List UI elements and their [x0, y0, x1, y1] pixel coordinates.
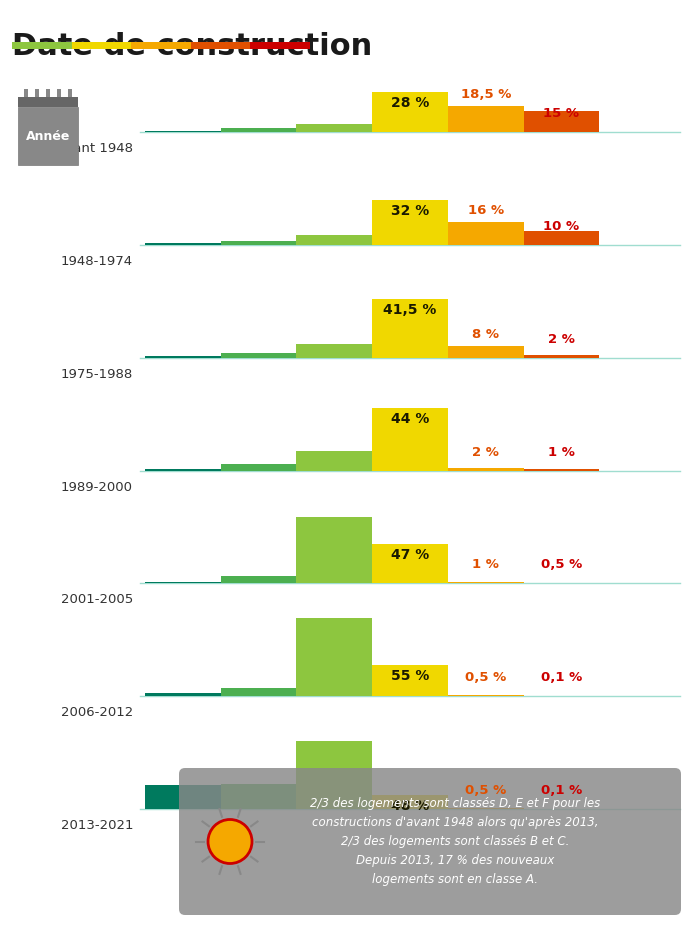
Bar [372, 543, 448, 583]
Text: 0,1 %: 0,1 % [541, 784, 582, 797]
Bar [297, 516, 372, 583]
Bar [18, 107, 78, 165]
Text: 2001-2005: 2001-2005 [61, 593, 133, 606]
Bar [448, 582, 524, 583]
Text: 28 %: 28 % [391, 96, 429, 110]
Text: 10 %: 10 % [543, 220, 579, 233]
Bar [145, 693, 220, 696]
Bar [297, 344, 372, 358]
Bar [18, 97, 78, 107]
Text: 0,5 %: 0,5 % [465, 784, 507, 797]
Bar [448, 222, 524, 245]
Text: 2013-2021: 2013-2021 [60, 819, 133, 832]
Bar [524, 469, 599, 471]
Bar [131, 42, 191, 49]
Text: 8 %: 8 % [472, 328, 499, 341]
Bar [68, 89, 72, 97]
Text: 1 %: 1 % [472, 558, 499, 571]
Bar [297, 741, 372, 809]
Bar [191, 42, 250, 49]
Bar [145, 131, 220, 132]
Bar [250, 42, 310, 49]
Text: 2/3 des logements sont classés D, E et F pour les
constructions d'avant 1948 alo: 2/3 des logements sont classés D, E et F… [310, 797, 600, 886]
Bar [372, 199, 448, 245]
Bar [35, 89, 39, 97]
FancyBboxPatch shape [179, 768, 681, 915]
Bar [448, 467, 524, 471]
Bar [448, 347, 524, 358]
Text: Date de construction: Date de construction [12, 32, 372, 61]
Bar [145, 785, 220, 809]
Text: 1975-1988: 1975-1988 [61, 368, 133, 381]
Text: 0,5 %: 0,5 % [465, 671, 507, 684]
Bar [12, 42, 71, 49]
Text: 44 %: 44 % [391, 413, 429, 426]
Circle shape [208, 819, 252, 863]
Bar [297, 451, 372, 471]
Bar [145, 469, 220, 471]
Bar [57, 89, 61, 97]
Bar [524, 231, 599, 245]
Text: 15 %: 15 % [543, 107, 579, 120]
Bar [448, 106, 524, 132]
Bar [372, 93, 448, 132]
Bar [297, 124, 372, 132]
Text: 47 %: 47 % [391, 548, 429, 562]
Bar [297, 618, 372, 696]
Bar [524, 355, 599, 358]
Text: 48 %: 48 % [391, 799, 429, 813]
Text: 2 %: 2 % [472, 446, 499, 459]
Bar [71, 42, 131, 49]
Bar [220, 783, 297, 809]
Bar [46, 89, 50, 97]
Text: 1 %: 1 % [548, 446, 575, 459]
Text: 1989-2000: 1989-2000 [61, 480, 133, 493]
Text: Année: Année [26, 130, 70, 143]
Text: 18,5 %: 18,5 % [461, 88, 511, 101]
Text: Avant 1948: Avant 1948 [57, 142, 133, 155]
Bar [372, 665, 448, 696]
Bar [145, 582, 220, 583]
Bar [372, 298, 448, 358]
Bar [220, 577, 297, 583]
Text: 32 %: 32 % [391, 204, 429, 218]
Bar [372, 408, 448, 471]
Text: 41,5 %: 41,5 % [383, 303, 437, 317]
Text: 1948-1974: 1948-1974 [61, 255, 133, 268]
Bar [145, 356, 220, 358]
Bar [297, 235, 372, 245]
Bar [220, 241, 297, 245]
Text: 0,5 %: 0,5 % [541, 558, 582, 571]
Bar [220, 464, 297, 471]
Text: 55 %: 55 % [391, 669, 429, 683]
Bar [220, 353, 297, 358]
Bar [372, 794, 448, 809]
Bar [220, 128, 297, 132]
Text: 16 %: 16 % [468, 204, 504, 217]
Text: 2006-2012: 2006-2012 [61, 706, 133, 719]
Bar [220, 688, 297, 696]
Text: 0,1 %: 0,1 % [541, 671, 582, 684]
Text: 2 %: 2 % [548, 333, 575, 346]
Bar [524, 110, 599, 132]
Bar [24, 89, 28, 97]
Bar [145, 244, 220, 245]
